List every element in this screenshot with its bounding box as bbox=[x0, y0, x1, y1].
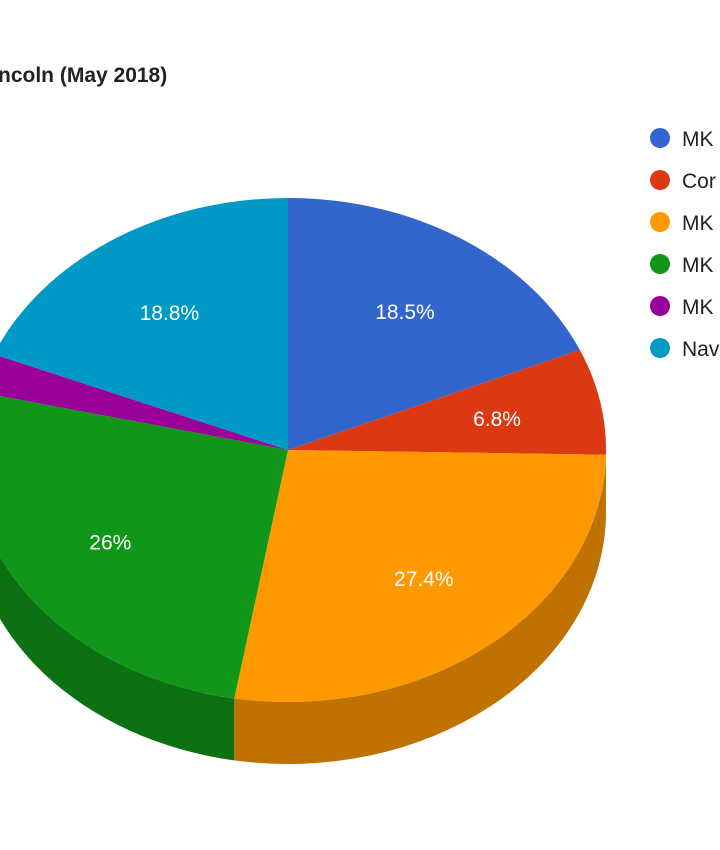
legend-marker-4 bbox=[650, 296, 670, 316]
data-label-1: 6.8% bbox=[473, 408, 521, 431]
chart-title: ncoln (May 2018) bbox=[0, 64, 167, 87]
legend-marker-2 bbox=[650, 212, 670, 232]
legend-label-4[interactable]: MK bbox=[682, 296, 714, 319]
data-label-2: 27.4% bbox=[394, 568, 454, 591]
legend-marker-1 bbox=[650, 170, 670, 190]
legend-marker-3 bbox=[650, 254, 670, 274]
data-label-3: 26% bbox=[89, 532, 131, 555]
data-label-5: 18.8% bbox=[140, 302, 200, 325]
legend-label-0[interactable]: MK bbox=[682, 128, 714, 151]
legend-marker-0 bbox=[650, 128, 670, 148]
legend-label-3[interactable]: MK bbox=[682, 254, 714, 277]
legend: MK Cor MK MK MK Nav bbox=[650, 128, 720, 361]
data-label-0: 18.5% bbox=[375, 301, 435, 324]
legend-label-1[interactable]: Cor bbox=[682, 170, 716, 193]
legend-label-5[interactable]: Nav bbox=[682, 338, 720, 361]
legend-label-2[interactable]: MK bbox=[682, 212, 714, 235]
legend-marker-5 bbox=[650, 338, 670, 358]
